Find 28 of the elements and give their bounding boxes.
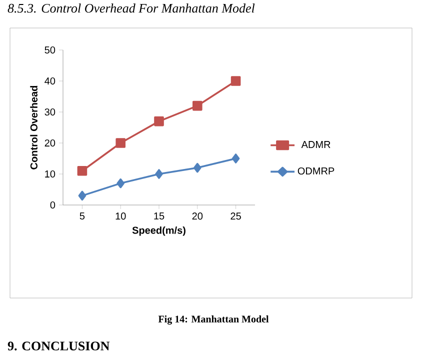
y-tick-label: 30 bbox=[44, 108, 56, 116]
x-axis-title: Speed(m/s) bbox=[132, 226, 186, 236]
point bbox=[192, 100, 202, 111]
legend-label: ADMR bbox=[301, 141, 330, 148]
x-tick-label: 5 bbox=[80, 212, 85, 220]
point bbox=[116, 138, 126, 148]
x-tick-label: 20 bbox=[192, 212, 203, 220]
x-tick-label: 25 bbox=[230, 212, 241, 220]
y-tick-label: 20 bbox=[44, 139, 56, 147]
text: 9. CONCLUSION bbox=[8, 342, 110, 350]
chart-title: 8.5.3. Control Overhead For Manhattan Model bbox=[8, 4, 255, 13]
point bbox=[116, 178, 124, 188]
point bbox=[155, 169, 163, 179]
point bbox=[194, 162, 202, 173]
point bbox=[230, 76, 241, 86]
x-tick-label: 15 bbox=[154, 212, 164, 220]
caption: Fig 14: Manhattan Model bbox=[158, 315, 269, 325]
point bbox=[232, 154, 240, 164]
point bbox=[77, 166, 88, 176]
y-tick-label: 0 bbox=[50, 201, 56, 209]
point bbox=[78, 190, 86, 201]
x-tick-label: 10 bbox=[116, 212, 126, 220]
point bbox=[154, 116, 164, 126]
y-axis-title: Control Overhead bbox=[30, 86, 38, 170]
y-tick-label: 50 bbox=[44, 46, 56, 54]
legend-label: ODMRP bbox=[298, 167, 334, 175]
y-tick-label: 40 bbox=[44, 77, 56, 85]
y-tick-label: 10 bbox=[45, 170, 56, 178]
